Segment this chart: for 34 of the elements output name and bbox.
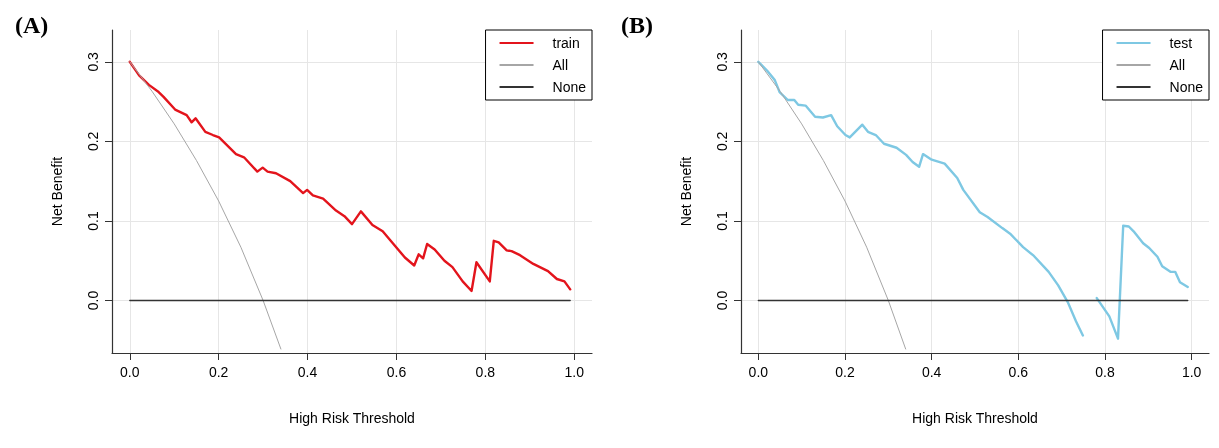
- line-series: [129, 61, 282, 350]
- y-tick-label: 0.3: [85, 51, 101, 72]
- legend-label: test: [1169, 35, 1193, 51]
- x-axis-title: High Risk Threshold: [912, 410, 1038, 426]
- x-tick-label: 0.6: [386, 364, 407, 380]
- legend-label: train: [552, 35, 580, 51]
- y-tick-label: 0.2: [85, 131, 101, 152]
- x-tick-label: 0.0: [748, 364, 769, 380]
- y-tick-label: 0.3: [714, 51, 730, 72]
- x-tick-label: 0.8: [475, 364, 496, 380]
- y-tick-label: 0.0: [85, 290, 101, 311]
- x-tick-label: 0.2: [208, 364, 229, 380]
- x-tick-label: 1.0: [564, 364, 585, 380]
- x-tick-label: 0.4: [297, 364, 318, 380]
- y-axis-title: Net Benefit: [49, 156, 65, 227]
- x-tick-label: 0.4: [921, 364, 942, 380]
- x-axis-title: High Risk Threshold: [289, 410, 415, 426]
- x-tick-label: 0.0: [120, 364, 140, 380]
- x-tick-label: 1.0: [1181, 364, 1202, 380]
- x-tick-label: 0.8: [1095, 364, 1115, 380]
- legend-label: None: [552, 79, 587, 95]
- y-tick-label: 0.1: [714, 210, 730, 231]
- chart-title: (A): [15, 12, 49, 38]
- x-tick-label: 0.2: [835, 364, 855, 380]
- line-series: [757, 61, 907, 350]
- legend-label: None: [1169, 79, 1204, 95]
- chart-title: (B): [621, 12, 653, 38]
- y-tick-label: 0.0: [714, 290, 730, 311]
- legend-label: All: [1169, 57, 1186, 73]
- legend-label: All: [552, 57, 569, 73]
- y-tick-label: 0.1: [85, 210, 101, 231]
- y-tick-label: 0.2: [714, 131, 730, 152]
- x-tick-label: 0.6: [1008, 364, 1029, 380]
- y-axis-title: Net Benefit: [678, 156, 694, 227]
